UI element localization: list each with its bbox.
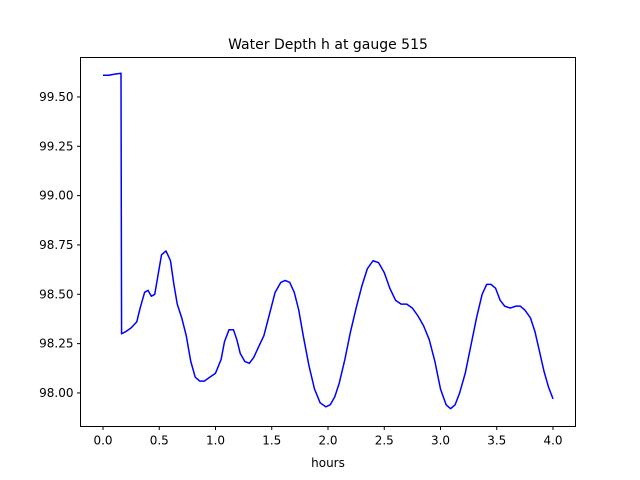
x-tick-label: 0.5	[150, 434, 169, 448]
series-line	[103, 72, 554, 410]
y-tick-label: 99.00	[39, 189, 73, 203]
x-axis-label: hours	[311, 456, 345, 470]
x-tick-label: 2.0	[318, 434, 337, 448]
chart-title: Water Depth h at gauge 515	[228, 37, 428, 53]
x-tick-label: 3.0	[431, 434, 450, 448]
x-tick-label: 0.0	[93, 434, 112, 448]
y-axis: 98.00 98.25 98.50 98.75 99.00 99.25 99.50	[39, 90, 81, 400]
y-tick-label: 99.50	[39, 90, 73, 104]
y-tick-label: 98.25	[39, 337, 73, 351]
y-tick-label: 98.75	[39, 238, 73, 252]
x-tick-label: 4.0	[543, 434, 562, 448]
plot-area	[103, 72, 554, 410]
plot-frame	[80, 57, 576, 427]
x-axis: 0.0 0.5 1.0 1.5 2.0 2.5 3.0 3.5 4.0	[93, 426, 563, 448]
y-tick-label: 99.25	[39, 139, 73, 153]
y-tick-label: 98.50	[39, 287, 73, 301]
y-tick-label: 98.00	[39, 386, 73, 400]
x-tick-label: 1.5	[262, 434, 281, 448]
x-tick-label: 3.5	[487, 434, 506, 448]
x-tick-label: 2.5	[375, 434, 394, 448]
x-tick-label: 1.0	[206, 434, 225, 448]
